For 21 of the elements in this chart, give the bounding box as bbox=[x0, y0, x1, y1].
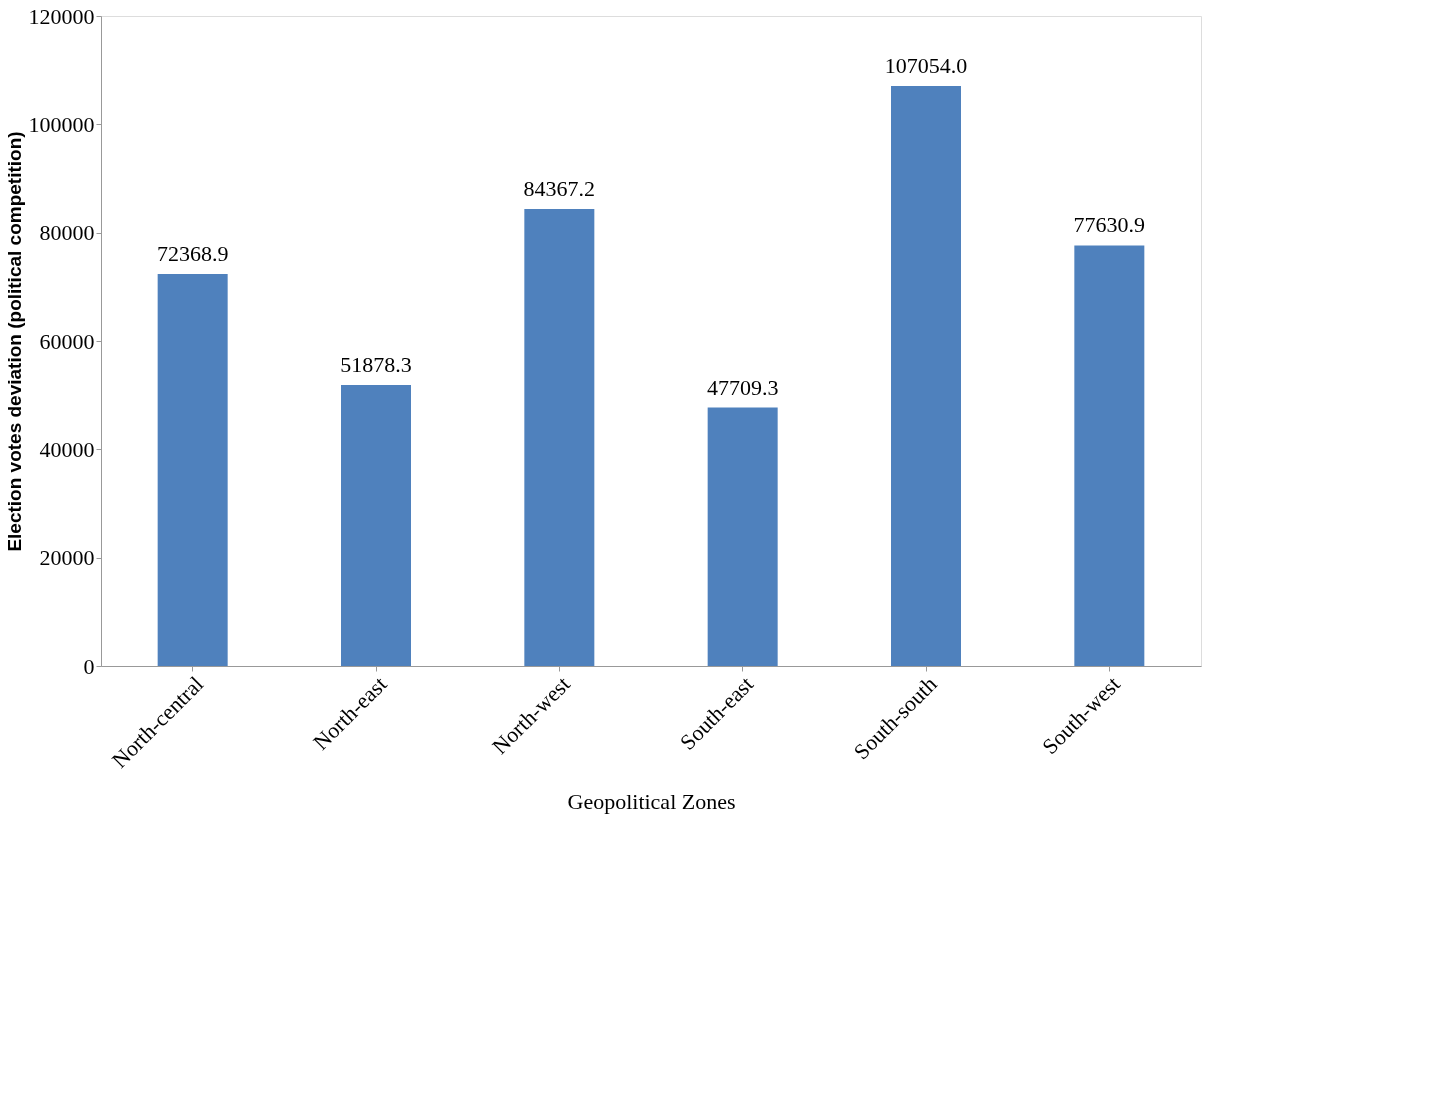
y-tick-label: 100000 bbox=[28, 111, 95, 137]
y-axis-title: Election votes deviation (political competition) bbox=[3, 131, 25, 552]
bar bbox=[707, 407, 778, 666]
data-label: 47709.3 bbox=[706, 374, 779, 400]
data-label: 51878.3 bbox=[340, 351, 412, 377]
y-tick-label: 120000 bbox=[28, 3, 95, 29]
y-tick-label: 60000 bbox=[39, 328, 95, 354]
data-label: 84367.2 bbox=[523, 176, 596, 202]
y-tick-label: 0 bbox=[83, 653, 95, 679]
data-label: 72368.9 bbox=[156, 241, 229, 266]
y-tick-label: 80000 bbox=[39, 220, 95, 246]
y-tick-label: 40000 bbox=[39, 436, 95, 462]
y-tick-label: 20000 bbox=[39, 545, 95, 571]
bar bbox=[341, 384, 411, 666]
data-label: 107054.0 bbox=[884, 53, 968, 79]
bar bbox=[891, 86, 961, 666]
bar bbox=[524, 209, 595, 666]
data-label: 77630.9 bbox=[1073, 212, 1146, 238]
bar bbox=[1074, 245, 1145, 666]
bar bbox=[157, 274, 228, 666]
x-axis-title: Geopolitical Zones bbox=[567, 789, 736, 815]
